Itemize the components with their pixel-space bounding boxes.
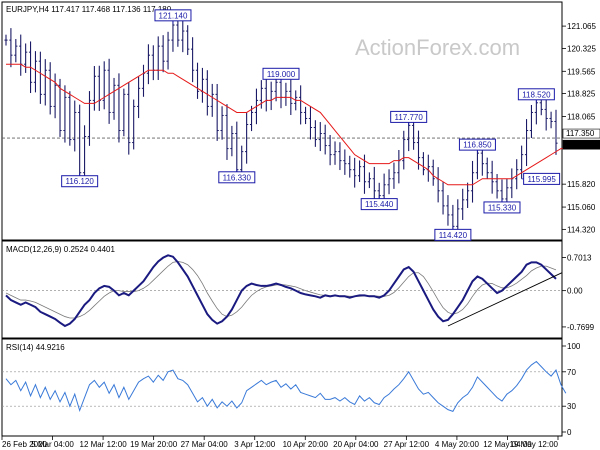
price-annotation-label: 114.420 [439, 231, 468, 240]
macd-plot [2, 254, 563, 328]
price-annotation-box [458, 138, 496, 151]
axes: 121.065 120.325 119.565 118.825 118.065 117.3… [1, 22, 600, 449]
time-tick-label: 20 Apr 04:00 [333, 440, 379, 449]
moving-average-line [6, 63, 566, 186]
price-annotation-box [517, 88, 555, 101]
rsi-tick-label: 30 [567, 402, 576, 411]
price-annotation-box [61, 175, 99, 188]
watermark: ActionForex.com [355, 35, 520, 60]
price-annotation-label: 121.140 [159, 11, 188, 20]
time-tick-label: 12 May 04:00 [483, 440, 532, 449]
price-tick-label: 118.065 [567, 113, 596, 122]
time-tick-label: 27 Apr 12:00 [384, 440, 430, 449]
macd-signal-line [5, 261, 557, 319]
macd-line [5, 254, 557, 328]
rsi-tick-label: 100 [567, 342, 581, 351]
price-tick-label: 117.180 [566, 141, 595, 150]
current-price-tag [562, 139, 600, 150]
price-annotation-label: 117.770 [395, 113, 424, 122]
price-annotation-box [218, 171, 256, 184]
price-annotation-box [360, 198, 398, 211]
price-tick-label: 119.565 [567, 67, 596, 76]
price-tick-label: 114.320 [567, 225, 596, 234]
time-tick-label: 5 Mar 04:00 [31, 440, 74, 449]
macd-pane-title: MACD(12,26,9) 0.2524 0.4401 [6, 245, 116, 254]
macd-trendline [447, 272, 563, 327]
price-annotation-box [434, 228, 472, 241]
price-annotation-label: 115.440 [365, 200, 394, 209]
price-tick-label: 118.825 [567, 90, 596, 99]
price-annotation-box [523, 172, 561, 185]
price-annotation-box [154, 9, 192, 22]
rsi-tick-label: 0 [567, 428, 572, 437]
price-tick-label: 115.060 [567, 203, 596, 212]
time-tick-label: 3 Apr 12:00 [234, 440, 275, 449]
macd-tick-label: -0.7699 [567, 323, 595, 332]
price-annotation-label: 118.520 [522, 90, 551, 99]
price-pane-frame [1, 1, 563, 241]
price-tick-label: 120.325 [567, 44, 596, 53]
price-annotation-label: 115.995 [527, 175, 556, 184]
time-tick-label: 10 Apr 20:00 [283, 440, 329, 449]
reference-price-tag [562, 128, 600, 139]
time-tick-label: 19 May 12:00 [510, 440, 559, 449]
price-annotation-label: 116.850 [463, 141, 492, 150]
rsi-plot [2, 360, 567, 413]
macd-pane-frame [1, 240, 563, 339]
price-annotation-label: 119.000 [267, 70, 296, 79]
price-plot: 121.140 116.120 116.330 119.000 117.770 116.8… [2, 9, 566, 241]
price-annotation-label: 115.330 [488, 203, 517, 212]
price-annotation-box [390, 110, 428, 123]
rsi-tick-label: 70 [567, 368, 576, 377]
rsi-pane-title: RSI(14) 44.9216 [6, 343, 65, 352]
price-annotation-box [262, 67, 300, 80]
price-tick-label: 121.065 [567, 22, 596, 31]
time-tick-label: 12 Mar 12:00 [80, 440, 128, 449]
macd-tick-label: 0.00 [567, 287, 583, 296]
time-tick-label: 26 Feb 2020 [2, 440, 47, 449]
price-annotation-label: 116.120 [65, 177, 94, 186]
rsi-line [5, 360, 567, 413]
rsi-pane-frame [1, 338, 563, 437]
macd-tick-label: 0.7013 [567, 254, 592, 263]
price-annotation-label: 116.330 [223, 173, 252, 182]
price-tick-label: 117.350 [566, 129, 595, 138]
price-pane-title: EURJPY,H4 117.417 117.468 117.136 117.18… [6, 5, 172, 14]
time-tick-label: 4 May 20:00 [435, 440, 480, 449]
time-tick-label: 27 Mar 04:00 [181, 440, 229, 449]
time-tick-label: 19 Mar 20:00 [130, 440, 178, 449]
price-annotation-box [483, 201, 521, 214]
price-tick-label: 115.820 [567, 180, 596, 189]
